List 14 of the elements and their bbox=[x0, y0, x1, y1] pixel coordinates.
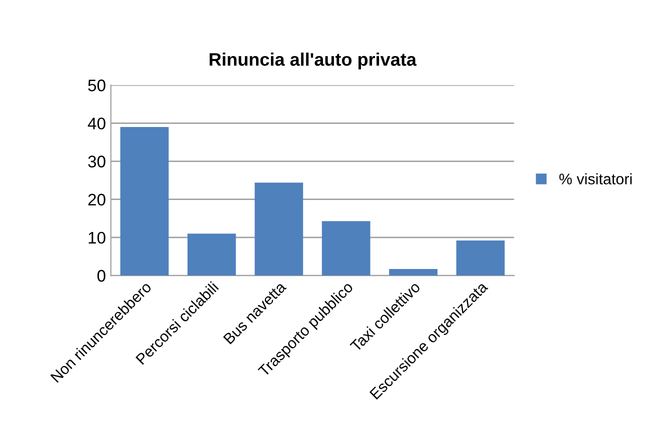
legend-label: % visitatori bbox=[559, 173, 632, 184]
y-tick-label: 50 bbox=[88, 80, 106, 92]
bar bbox=[120, 127, 169, 276]
y-tick-label: 10 bbox=[88, 232, 106, 244]
y-tick-label: 30 bbox=[88, 156, 106, 168]
y-tick-label: 40 bbox=[88, 118, 106, 130]
chart-title: Rinuncia all'auto privata bbox=[210, 52, 417, 70]
bar bbox=[389, 269, 438, 276]
y-tick-label: 0 bbox=[97, 270, 106, 282]
bar bbox=[254, 182, 304, 276]
y-tick-label: 20 bbox=[88, 194, 106, 206]
bar bbox=[456, 240, 505, 276]
bar bbox=[322, 221, 370, 276]
bar bbox=[187, 234, 236, 276]
